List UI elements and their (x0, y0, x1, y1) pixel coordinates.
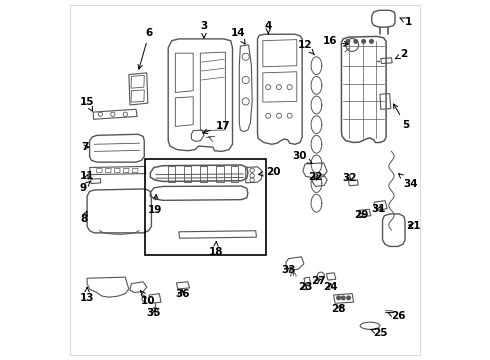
Text: 6: 6 (138, 28, 153, 69)
Text: 36: 36 (175, 289, 190, 298)
Text: 4: 4 (265, 21, 272, 34)
Text: 31: 31 (372, 204, 386, 214)
Text: 27: 27 (311, 276, 325, 286)
Text: 33: 33 (281, 265, 296, 275)
Circle shape (342, 296, 345, 300)
Text: 11: 11 (80, 171, 95, 181)
Bar (145, 158, 267, 255)
Text: 15: 15 (80, 97, 95, 111)
Text: 30: 30 (292, 151, 312, 163)
Text: 7: 7 (81, 142, 89, 152)
Text: 8: 8 (80, 211, 87, 224)
Circle shape (362, 40, 366, 43)
Circle shape (346, 40, 350, 43)
Text: 3: 3 (200, 21, 208, 38)
Circle shape (347, 296, 350, 300)
Text: 29: 29 (354, 210, 368, 220)
Circle shape (337, 296, 341, 300)
Text: 32: 32 (342, 173, 357, 183)
Text: 2: 2 (395, 49, 408, 59)
Text: 16: 16 (322, 36, 348, 46)
Text: 25: 25 (370, 328, 388, 338)
Text: 35: 35 (147, 308, 161, 318)
Text: 19: 19 (148, 194, 162, 215)
Text: 18: 18 (208, 242, 223, 257)
Text: 12: 12 (298, 40, 315, 55)
Text: 14: 14 (230, 28, 245, 44)
Text: 26: 26 (388, 311, 405, 321)
Text: 22: 22 (309, 172, 323, 182)
Text: 13: 13 (80, 287, 95, 303)
Text: 21: 21 (406, 221, 420, 231)
Text: 20: 20 (259, 167, 280, 177)
Text: 1: 1 (400, 17, 412, 27)
Text: 10: 10 (141, 291, 155, 306)
Text: 17: 17 (203, 121, 230, 134)
Text: 34: 34 (399, 174, 417, 189)
Text: 23: 23 (298, 282, 312, 292)
Circle shape (369, 40, 373, 43)
Text: 28: 28 (331, 304, 346, 314)
Text: 24: 24 (323, 282, 338, 292)
Text: 9: 9 (80, 181, 90, 193)
Circle shape (354, 40, 358, 43)
Text: 5: 5 (393, 104, 410, 130)
